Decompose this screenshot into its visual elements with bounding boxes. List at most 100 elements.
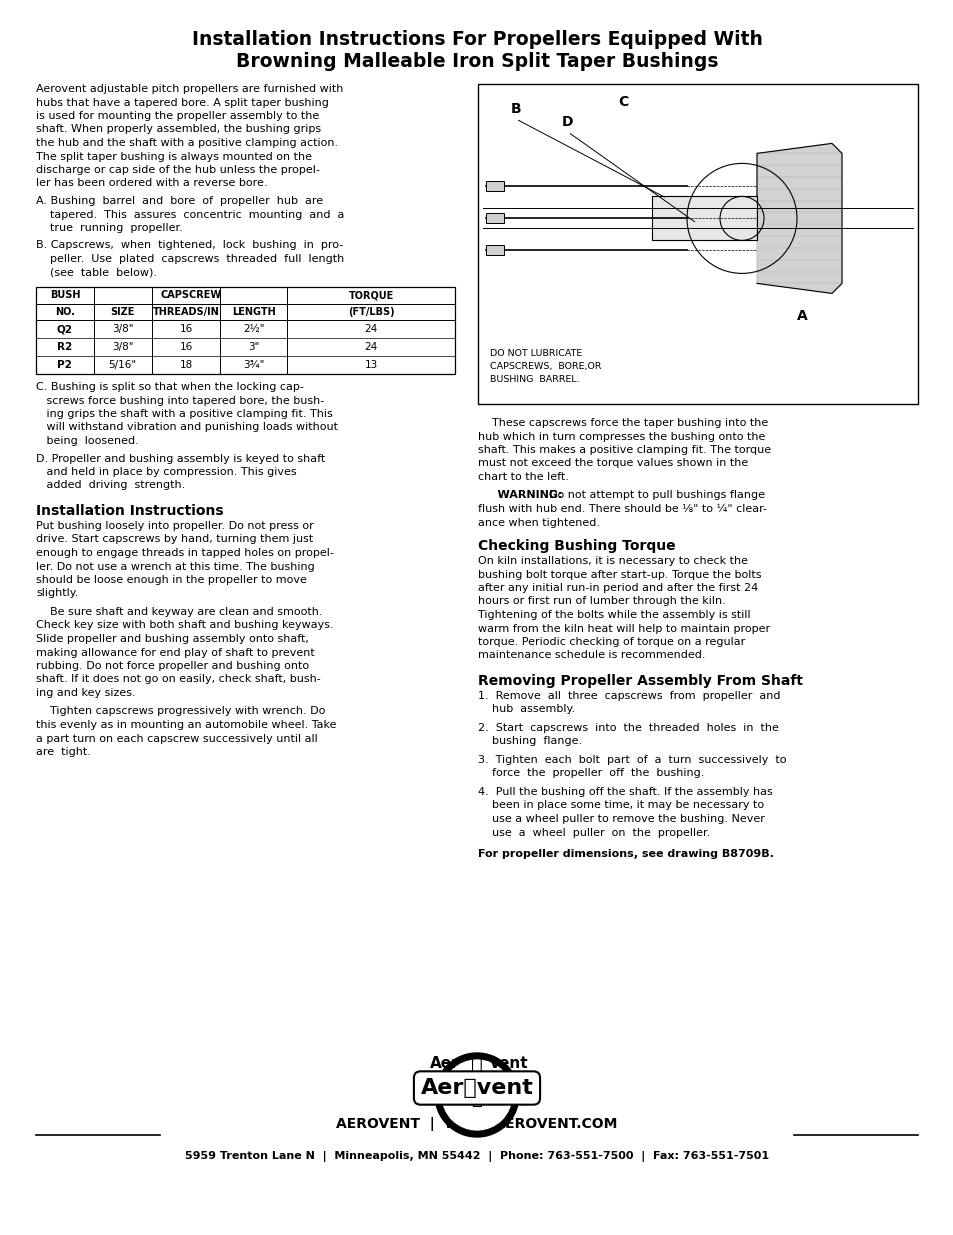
Bar bbox=[485, 246, 503, 256]
Text: P2: P2 bbox=[57, 359, 72, 370]
Text: SIZE: SIZE bbox=[111, 308, 134, 317]
Text: Aer: Aer bbox=[444, 1091, 476, 1108]
Circle shape bbox=[435, 1053, 518, 1137]
Text: Slide propeller and bushing assembly onto shaft,: Slide propeller and bushing assembly ont… bbox=[36, 634, 309, 643]
Text: Installation Instructions For Propellers Equipped With: Installation Instructions For Propellers… bbox=[192, 30, 761, 49]
Text: 24: 24 bbox=[364, 342, 377, 352]
Text: C. Bushing is split so that when the locking cap-: C. Bushing is split so that when the loc… bbox=[36, 382, 304, 391]
Text: force  the  propeller  off  the  bushing.: force the propeller off the bushing. bbox=[477, 768, 703, 778]
Text: Q2: Q2 bbox=[57, 324, 72, 333]
Text: tapered.  This  assures  concentric  mounting  and  a: tapered. This assures concentric mountin… bbox=[36, 210, 344, 220]
Text: flush with hub end. There should be ⅛" to ¼" clear-: flush with hub end. There should be ⅛" t… bbox=[477, 504, 766, 514]
Text: drive. Start capscrews by hand, turning them just: drive. Start capscrews by hand, turning … bbox=[36, 535, 313, 545]
Text: 4.  Pull the bushing off the shaft. If the assembly has: 4. Pull the bushing off the shaft. If th… bbox=[477, 787, 772, 797]
Polygon shape bbox=[651, 196, 757, 241]
Text: 3/8": 3/8" bbox=[112, 324, 133, 333]
Text: peller.  Use  plated  capscrews  threaded  full  length: peller. Use plated capscrews threaded fu… bbox=[36, 254, 344, 264]
Text: C: C bbox=[618, 95, 627, 109]
Text: ing and key sizes.: ing and key sizes. bbox=[36, 688, 135, 698]
Text: shaft. If it does not go on easily, check shaft, bush-: shaft. If it does not go on easily, chec… bbox=[36, 674, 320, 684]
Text: added  driving  strength.: added driving strength. bbox=[36, 480, 185, 490]
Text: The split taper bushing is always mounted on the: The split taper bushing is always mounte… bbox=[36, 152, 312, 162]
Circle shape bbox=[440, 1058, 513, 1131]
Text: Tighten capscrews progressively with wrench. Do: Tighten capscrews progressively with wre… bbox=[36, 706, 325, 716]
Text: Ⓞ: Ⓞ bbox=[471, 1053, 482, 1072]
Text: a part turn on each capscrew successively until all: a part turn on each capscrew successivel… bbox=[36, 734, 317, 743]
Text: hub which in turn compresses the bushing onto the: hub which in turn compresses the bushing… bbox=[477, 431, 764, 441]
Text: B. Capscrews,  when  tightened,  lock  bushing  in  pro-: B. Capscrews, when tightened, lock bushi… bbox=[36, 241, 343, 251]
Text: NO.: NO. bbox=[55, 308, 74, 317]
Text: ing grips the shaft with a positive clamping fit. This: ing grips the shaft with a positive clam… bbox=[36, 409, 333, 419]
Text: AerⓄvent: AerⓄvent bbox=[420, 1078, 533, 1098]
Text: discharge or cap side of the hub unless the propel-: discharge or cap side of the hub unless … bbox=[36, 165, 319, 175]
Text: ler has been ordered with a reverse bore.: ler has been ordered with a reverse bore… bbox=[36, 179, 267, 189]
Text: Ⓞ: Ⓞ bbox=[471, 1091, 482, 1108]
Text: B: B bbox=[510, 103, 520, 116]
Text: this evenly as in mounting an automobile wheel. Take: this evenly as in mounting an automobile… bbox=[36, 720, 336, 730]
Text: true  running  propeller.: true running propeller. bbox=[36, 224, 183, 233]
Text: 13: 13 bbox=[364, 359, 377, 370]
Text: shaft. This makes a positive clamping fit. The torque: shaft. This makes a positive clamping fi… bbox=[477, 445, 770, 454]
Text: 5959 Trenton Lane N  |  Minneapolis, MN 55442  |  Phone: 763-551-7500  |  Fax: 7: 5959 Trenton Lane N | Minneapolis, MN 55… bbox=[185, 1151, 768, 1162]
Text: 1.  Remove  all  three  capscrews  from  propeller  and: 1. Remove all three capscrews from prope… bbox=[477, 692, 780, 701]
Text: Aerovent adjustable pitch propellers are furnished with: Aerovent adjustable pitch propellers are… bbox=[36, 84, 343, 94]
Text: warm from the kiln heat will help to maintain proper: warm from the kiln heat will help to mai… bbox=[477, 624, 769, 634]
Text: been in place some time, it may be necessary to: been in place some time, it may be neces… bbox=[477, 800, 763, 810]
Bar bbox=[485, 182, 503, 191]
Polygon shape bbox=[757, 143, 841, 294]
Text: Browning Malleable Iron Split Taper Bushings: Browning Malleable Iron Split Taper Bush… bbox=[235, 52, 718, 70]
Text: Installation Instructions: Installation Instructions bbox=[36, 504, 223, 517]
Text: LENGTH: LENGTH bbox=[232, 308, 275, 317]
Text: ler. Do not use a wrench at this time. The bushing: ler. Do not use a wrench at this time. T… bbox=[36, 562, 314, 572]
Text: 3.  Tighten  each  bolt  part  of  a  turn  successively  to: 3. Tighten each bolt part of a turn succ… bbox=[477, 755, 785, 764]
Text: making allowance for end play of shaft to prevent: making allowance for end play of shaft t… bbox=[36, 647, 314, 657]
Text: Do not attempt to pull bushings flange: Do not attempt to pull bushings flange bbox=[548, 490, 764, 500]
Text: use a wheel puller to remove the bushing. Never: use a wheel puller to remove the bushing… bbox=[477, 814, 764, 824]
Text: CAPSCREWS,  BORE,OR: CAPSCREWS, BORE,OR bbox=[490, 362, 601, 370]
Text: enough to engage threads in tapped holes on propel-: enough to engage threads in tapped holes… bbox=[36, 548, 334, 558]
Text: 18: 18 bbox=[179, 359, 193, 370]
Text: Check key size with both shaft and bushing keyways.: Check key size with both shaft and bushi… bbox=[36, 620, 334, 631]
Text: On kiln installations, it is necessary to check the: On kiln installations, it is necessary t… bbox=[477, 556, 747, 566]
Text: TORQUE: TORQUE bbox=[348, 290, 394, 300]
Text: 3": 3" bbox=[248, 342, 259, 352]
Text: are  tight.: are tight. bbox=[36, 747, 91, 757]
Text: hubs that have a tapered bore. A split taper bushing: hubs that have a tapered bore. A split t… bbox=[36, 98, 329, 107]
Text: being  loosened.: being loosened. bbox=[36, 436, 138, 446]
Text: Removing Propeller Assembly From Shaft: Removing Propeller Assembly From Shaft bbox=[477, 674, 802, 688]
Text: slightly.: slightly. bbox=[36, 589, 78, 599]
Text: must not exceed the torque values shown in the: must not exceed the torque values shown … bbox=[477, 458, 747, 468]
Text: D: D bbox=[561, 115, 573, 128]
Text: A. Bushing  barrel  and  bore  of  propeller  hub  are: A. Bushing barrel and bore of propeller … bbox=[36, 196, 323, 206]
Text: hours or first run of lumber through the kiln.: hours or first run of lumber through the… bbox=[477, 597, 725, 606]
Text: WARNING:: WARNING: bbox=[481, 490, 562, 500]
Bar bbox=[477, 84, 917, 404]
Text: 16: 16 bbox=[179, 342, 193, 352]
Text: 5/16": 5/16" bbox=[109, 359, 136, 370]
Text: use  a  wheel  puller  on  the  propeller.: use a wheel puller on the propeller. bbox=[477, 827, 709, 837]
Text: Aer: Aer bbox=[430, 1056, 459, 1071]
Text: vent: vent bbox=[476, 1091, 518, 1108]
Text: THREADS/IN: THREADS/IN bbox=[152, 308, 219, 317]
Text: For propeller dimensions, see drawing B8709B.: For propeller dimensions, see drawing B8… bbox=[477, 848, 773, 860]
Text: hub  assembly.: hub assembly. bbox=[477, 704, 575, 715]
Text: These capscrews force the taper bushing into the: These capscrews force the taper bushing … bbox=[477, 417, 767, 429]
Text: maintenance schedule is recommended.: maintenance schedule is recommended. bbox=[477, 651, 705, 661]
Text: screws force bushing into tapered bore, the bush-: screws force bushing into tapered bore, … bbox=[36, 395, 324, 405]
Text: torque. Periodic checking of torque on a regular: torque. Periodic checking of torque on a… bbox=[477, 637, 744, 647]
Text: rubbing. Do not force propeller and bushing onto: rubbing. Do not force propeller and bush… bbox=[36, 661, 309, 671]
Bar bbox=[36, 287, 455, 374]
Bar bbox=[485, 214, 503, 224]
Text: BUSH: BUSH bbox=[50, 290, 80, 300]
Text: Put bushing loosely into propeller. Do not press or: Put bushing loosely into propeller. Do n… bbox=[36, 521, 314, 531]
Text: and held in place by compression. This gives: and held in place by compression. This g… bbox=[36, 467, 296, 477]
Text: BUSHING  BARREL.: BUSHING BARREL. bbox=[490, 375, 579, 384]
Text: (see  table  below).: (see table below). bbox=[36, 268, 157, 278]
Text: 24: 24 bbox=[364, 324, 377, 333]
Text: Tightening of the bolts while the assembly is still: Tightening of the bolts while the assemb… bbox=[477, 610, 750, 620]
Text: bushing  flange.: bushing flange. bbox=[477, 736, 581, 746]
Text: after any initial run-in period and after the first 24: after any initial run-in period and afte… bbox=[477, 583, 758, 593]
Text: chart to the left.: chart to the left. bbox=[477, 472, 568, 482]
Text: the hub and the shaft with a positive clamping action.: the hub and the shaft with a positive cl… bbox=[36, 138, 337, 148]
Text: 2½": 2½" bbox=[243, 324, 264, 333]
